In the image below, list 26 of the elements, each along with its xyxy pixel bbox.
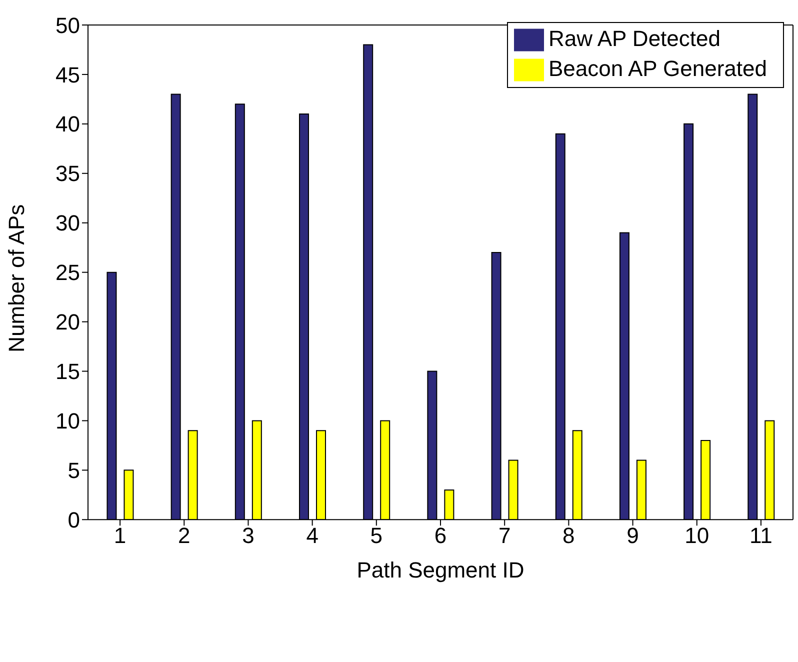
x-tick-label: 3	[242, 523, 254, 548]
y-tick-label: 10	[56, 408, 80, 434]
legend-label: Raw AP Detected	[548, 26, 720, 51]
y-tick-label: 0	[68, 507, 80, 532]
y-tick-label: 50	[56, 12, 80, 38]
x-tick-label: 4	[306, 523, 318, 548]
y-tick-label: 5	[68, 458, 80, 483]
x-tick-label: 8	[562, 523, 575, 548]
x-tick-label: 10	[684, 523, 710, 548]
x-tick-label: 11	[750, 523, 772, 548]
x-tick-label: 2	[178, 523, 190, 548]
legend-label: Beacon AP Generated	[548, 56, 767, 82]
x-tick-label: 9	[626, 523, 639, 548]
y-axis-title: Number of APs	[4, 204, 29, 352]
x-tick-label: 5	[370, 523, 383, 548]
y-tick-label: 40	[56, 112, 80, 137]
y-tick-label: 25	[56, 260, 80, 286]
x-axis-title: Path Segment ID	[356, 558, 524, 583]
y-tick-label: 35	[56, 161, 80, 186]
y-tick-label: 20	[56, 310, 80, 335]
y-tick-label: 15	[56, 359, 80, 384]
x-tick-label: 1	[114, 523, 126, 548]
x-tick-label: 7	[498, 523, 511, 548]
x-tick-label: 6	[434, 523, 447, 548]
y-tick-label: 30	[56, 210, 80, 236]
y-tick-label: 45	[56, 62, 80, 88]
